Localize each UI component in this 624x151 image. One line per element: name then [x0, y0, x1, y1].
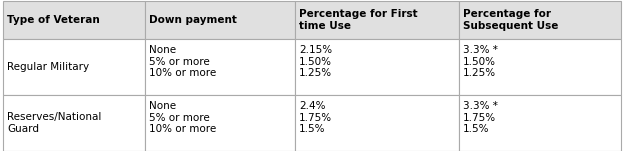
Bar: [295, 39, 459, 95]
Bar: [3, 95, 145, 151]
Text: 5% or more: 5% or more: [149, 57, 210, 67]
Text: 1.5%: 1.5%: [299, 124, 326, 134]
Text: 1.25%: 1.25%: [299, 68, 332, 78]
Bar: [295, 95, 459, 151]
Text: 10% or more: 10% or more: [149, 68, 217, 78]
Text: 10% or more: 10% or more: [149, 124, 217, 134]
Bar: [3, 1, 145, 39]
Text: 1.5%: 1.5%: [463, 124, 489, 134]
Text: 1.75%: 1.75%: [299, 113, 332, 123]
Text: Reserves/National
Guard: Reserves/National Guard: [7, 112, 101, 134]
Text: 3.3% *: 3.3% *: [463, 101, 498, 111]
Text: None: None: [149, 101, 176, 111]
Text: None: None: [149, 45, 176, 55]
Text: Type of Veteran: Type of Veteran: [7, 15, 100, 25]
Text: 1.50%: 1.50%: [463, 57, 496, 67]
Text: 1.75%: 1.75%: [463, 113, 496, 123]
Text: 2.15%: 2.15%: [299, 45, 332, 55]
Bar: [145, 1, 295, 39]
Bar: [145, 95, 295, 151]
Bar: [459, 1, 621, 39]
Text: Percentage for First
time Use: Percentage for First time Use: [299, 9, 417, 31]
Bar: [145, 39, 295, 95]
Text: 2.4%: 2.4%: [299, 101, 326, 111]
Bar: [295, 1, 459, 39]
Text: Percentage for
Subsequent Use: Percentage for Subsequent Use: [463, 9, 558, 31]
Bar: [459, 39, 621, 95]
Text: Regular Military: Regular Military: [7, 62, 89, 72]
Bar: [3, 39, 145, 95]
Text: 1.25%: 1.25%: [463, 68, 496, 78]
Text: 3.3% *: 3.3% *: [463, 45, 498, 55]
Text: Down payment: Down payment: [149, 15, 237, 25]
Text: 5% or more: 5% or more: [149, 113, 210, 123]
Bar: [459, 95, 621, 151]
Text: 1.50%: 1.50%: [299, 57, 332, 67]
